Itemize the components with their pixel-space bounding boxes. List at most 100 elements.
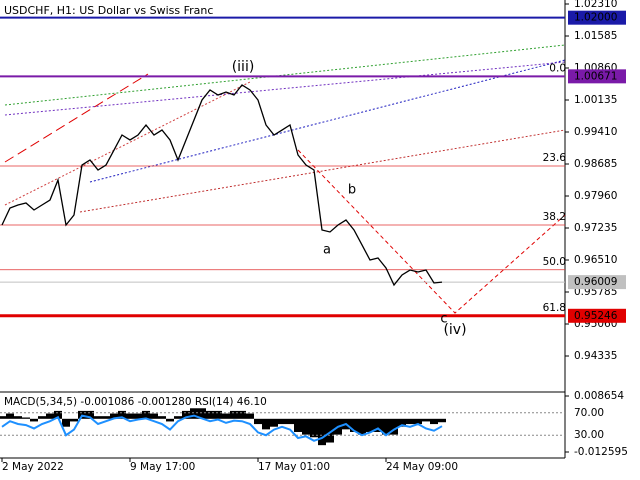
wave-projection [297, 149, 566, 314]
price-label-box [568, 308, 626, 323]
macd-bar [14, 416, 22, 419]
macd-bar [246, 413, 254, 419]
macd-bar [350, 418, 358, 432]
macd-bar [166, 418, 174, 422]
wave-label: (iv) [443, 322, 466, 338]
trend-line [4, 81, 251, 206]
x-tick-label: 24 May 09:00 [386, 461, 458, 473]
fib-label: 50.0 [543, 256, 566, 268]
macd-bar [414, 418, 422, 425]
price-label: 0.95246 [574, 310, 618, 322]
y-tick-label: 0.98685 [574, 158, 617, 170]
trend-line [4, 73, 149, 163]
macd-bar [302, 418, 310, 435]
y-tick-label: 0.99410 [574, 126, 617, 138]
trend-line [4, 44, 566, 106]
x-tick-label: 17 May 01:00 [258, 461, 330, 473]
macd-bar [270, 418, 278, 427]
fib-label: 61.8 [543, 302, 566, 314]
macd-bar [70, 418, 78, 422]
macd-bar [406, 418, 414, 425]
macd-bar [390, 418, 398, 435]
macd-bar [94, 416, 102, 419]
y-tick-label: 0.97235 [574, 222, 617, 234]
macd-bar [62, 418, 70, 427]
y-tick-label: -0.012595 [574, 446, 628, 458]
x-tick-label: 9 May 17:00 [130, 461, 195, 473]
price-label: 0.96009 [574, 276, 617, 288]
macd-bar [102, 416, 110, 419]
macd-bar [310, 418, 318, 438]
macd-bar [0, 416, 6, 419]
x-tick-label: 2 May 2022 [2, 461, 64, 473]
trend-lines [4, 44, 566, 314]
indicator-title: MACD(5,34,5) -0.001086 -0.001280 RSI(14)… [4, 396, 267, 408]
macd-bar [46, 413, 54, 419]
macd-bar [142, 410, 150, 419]
price-label-box [568, 275, 626, 290]
macd-bar [150, 413, 158, 419]
price-label-box [568, 10, 626, 25]
price-label-box [568, 69, 626, 84]
y-tick-label: 1.02310 [574, 0, 617, 10]
macd-bar [382, 418, 390, 435]
price-label: 1.00671 [574, 70, 617, 82]
macd-bar [206, 410, 214, 419]
y-tick-label: 1.00135 [574, 94, 617, 106]
macd-bar [214, 410, 222, 419]
macd-bar [54, 410, 62, 419]
y-tick-label: 0.008654 [574, 390, 624, 402]
macd-bar [198, 408, 206, 419]
macd-bar [182, 410, 190, 419]
macd-bar [230, 410, 238, 419]
macd-bar [190, 408, 198, 419]
rsi-line [1, 414, 443, 442]
macd-bar [398, 418, 406, 427]
fib-label: 38.2 [543, 211, 566, 223]
macd-bar [374, 418, 382, 432]
macd-bar [422, 418, 430, 422]
macd-bar [366, 418, 374, 432]
macd-bar [326, 418, 334, 443]
y-tick-label: 1.01585 [574, 30, 617, 42]
macd-bar [134, 413, 142, 419]
fib-label: 23.6 [543, 152, 567, 164]
macd-bar [30, 418, 38, 422]
y-tick-label: 0.96510 [574, 254, 617, 266]
macd-bar [262, 418, 270, 430]
macd-bar [278, 418, 286, 425]
macd-bar [158, 416, 166, 419]
macd-bar [438, 418, 446, 423]
y2-tick-label: 70.00 [574, 407, 604, 419]
fib-label: 0.0 [549, 62, 566, 74]
macd-bar [430, 418, 438, 425]
wave-label: a [323, 243, 331, 258]
macd-bar [238, 410, 246, 419]
macd-bar [38, 416, 46, 419]
macd-bar [222, 413, 230, 419]
macd-bar [118, 410, 126, 419]
macd-bar [126, 413, 134, 419]
macd-bar [6, 413, 14, 419]
macd-bar [174, 416, 182, 419]
macd-bar [86, 410, 94, 419]
macd-bar [110, 413, 118, 419]
y2-tick-label: 30.00 [574, 429, 604, 441]
price-line-series [1, 84, 443, 287]
wave-label: (iii) [232, 59, 255, 75]
macd-bar [22, 417, 30, 419]
chart-title: USDCHF, H1: US Dollar vs Swiss Franc [4, 4, 213, 17]
trend-line [4, 61, 566, 116]
wave-label: c [440, 312, 447, 327]
wave-label: b [348, 183, 356, 198]
macd-bar [254, 418, 262, 425]
macd-bar [286, 418, 294, 425]
trend-line [79, 129, 566, 213]
macd-bar [318, 418, 326, 446]
macd-bar [294, 418, 302, 432]
macd-bar [358, 418, 366, 435]
price-label: 1.02000 [574, 12, 617, 24]
y-tick-label: 0.94335 [574, 350, 617, 362]
